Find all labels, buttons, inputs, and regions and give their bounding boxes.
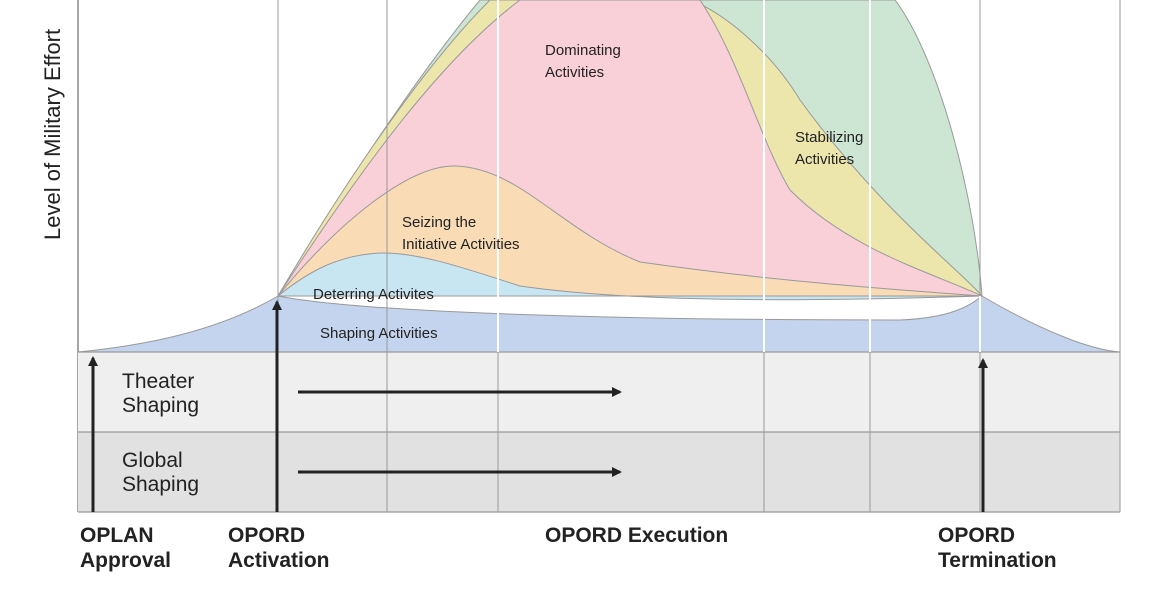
opord-termination-label-line1: OPORD bbox=[938, 524, 1015, 547]
deterring-area bbox=[276, 252, 983, 301]
shaping-label: Shaping Activities bbox=[320, 325, 438, 342]
dominating-label-line2: Activities bbox=[545, 64, 604, 81]
deterring-label: Deterring Activites bbox=[313, 286, 434, 303]
y-axis-label: Level of Military Effort bbox=[40, 29, 65, 240]
seizing-area bbox=[276, 165, 983, 297]
shaping-area bbox=[77, 295, 1121, 353]
oplan-label-line2: Approval bbox=[80, 549, 171, 572]
dominating-label-line1: Dominating bbox=[545, 42, 621, 59]
theater-label-line1: Theater bbox=[122, 370, 194, 393]
global-label-line1: Global bbox=[122, 449, 183, 472]
theater-label-line2: Shaping bbox=[122, 394, 199, 417]
seizing-label-line1: Seizing the bbox=[402, 214, 476, 231]
stabilizing-label-line2: Activities bbox=[795, 151, 854, 168]
opord-execution-label: OPORD Execution bbox=[545, 524, 728, 547]
oplan-label-line1: OPLAN bbox=[80, 524, 154, 547]
opord-termination-label-line2: Termination bbox=[938, 549, 1057, 572]
seizing-label-line2: Initiative Activities bbox=[402, 236, 520, 253]
stabilizing-label-line1: Stabilizing bbox=[795, 129, 863, 146]
global-label-line2: Shaping bbox=[122, 473, 199, 496]
opord-activation-label-line1: OPORD bbox=[228, 524, 305, 547]
opord-activation-label-line2: Activation bbox=[228, 549, 330, 572]
